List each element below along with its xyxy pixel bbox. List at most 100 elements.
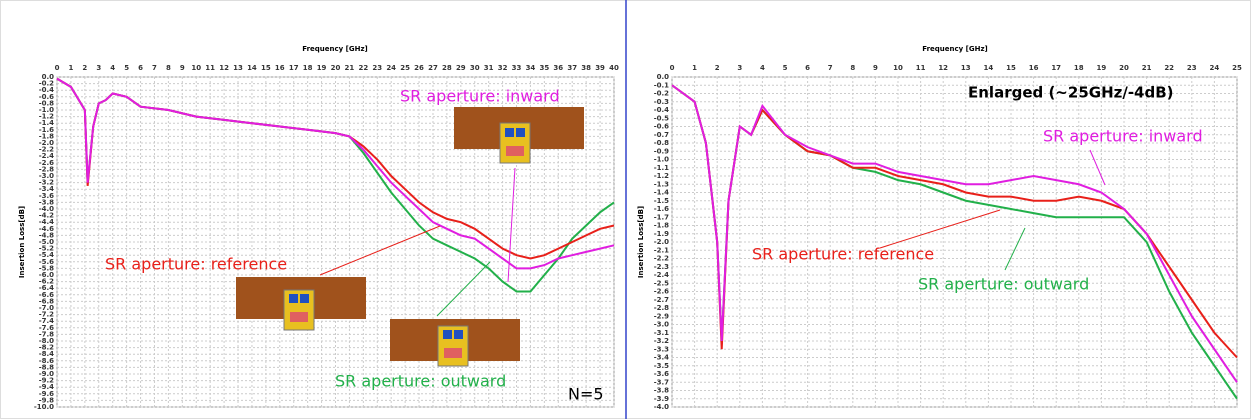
x-tick-label: 32 bbox=[498, 64, 508, 72]
y-tick-label: -1.5 bbox=[654, 197, 669, 205]
y-axis-label: Insertion Loss[dB] bbox=[18, 206, 26, 278]
y-tick-label: -2.0 bbox=[654, 238, 669, 246]
y-tick-label: -2.7 bbox=[654, 296, 669, 304]
x-tick-label: 0 bbox=[670, 64, 675, 72]
y-tick-label: -0.3 bbox=[654, 98, 669, 106]
x-tick-label: 25 bbox=[1232, 64, 1242, 72]
y-tick-label: -1.6 bbox=[654, 205, 669, 213]
x-tick-label: 33 bbox=[512, 64, 522, 72]
y-tick-label: -3.8 bbox=[654, 387, 669, 395]
y-tick-label: -3.6 bbox=[654, 370, 669, 378]
x-tick-label: 5 bbox=[124, 64, 129, 72]
x-tick-label: 39 bbox=[595, 64, 605, 72]
y-tick-label: -3.2 bbox=[654, 337, 669, 345]
y-tick-label: -2.9 bbox=[654, 312, 669, 320]
x-tick-label: 28 bbox=[442, 64, 452, 72]
x-tick-label: 3 bbox=[96, 64, 101, 72]
x-tick-label: 19 bbox=[317, 64, 327, 72]
series-label: SR aperture: reference bbox=[752, 245, 934, 264]
x-tick-label: 40 bbox=[609, 64, 619, 72]
x-axis-label: Frequency [GHz] bbox=[302, 45, 368, 53]
page: 0123456789101112131415161718192021222324… bbox=[0, 0, 1251, 419]
x-tick-label: 23 bbox=[1187, 64, 1197, 72]
x-tick-label: 17 bbox=[289, 64, 299, 72]
series-label: SR aperture: reference bbox=[105, 255, 287, 274]
x-tick-label: 2 bbox=[715, 64, 720, 72]
y-tick-label: -1.9 bbox=[654, 230, 669, 238]
x-tick-label: 11 bbox=[916, 64, 926, 72]
x-tick-label: 37 bbox=[567, 64, 577, 72]
x-tick-label: 36 bbox=[553, 64, 563, 72]
x-tick-label: 21 bbox=[345, 64, 355, 72]
x-axis-label: Frequency [GHz] bbox=[922, 45, 988, 53]
y-tick-label: -3.0 bbox=[654, 321, 669, 329]
x-tick-label: 16 bbox=[1029, 64, 1039, 72]
x-tick-label: 3 bbox=[737, 64, 742, 72]
x-tick-label: 1 bbox=[68, 64, 73, 72]
y-tick-label: -10.0 bbox=[34, 403, 54, 411]
y-tick-label: -2.2 bbox=[654, 255, 669, 263]
x-tick-label: 29 bbox=[456, 64, 466, 72]
x-tick-label: 7 bbox=[828, 64, 833, 72]
x-tick-label: 8 bbox=[166, 64, 171, 72]
x-tick-label: 15 bbox=[1006, 64, 1016, 72]
y-tick-label: -3.5 bbox=[654, 362, 669, 370]
x-tick-label: 24 bbox=[386, 64, 396, 72]
y-axis-label: Insertion Loss[dB] bbox=[637, 206, 645, 278]
x-tick-label: 20 bbox=[1119, 64, 1129, 72]
x-tick-label: 0 bbox=[55, 64, 60, 72]
y-tick-label: -3.1 bbox=[654, 329, 669, 337]
x-tick-label: 18 bbox=[303, 64, 313, 72]
series-label: SR aperture: outward bbox=[918, 275, 1089, 294]
x-tick-label: 8 bbox=[850, 64, 855, 72]
x-tick-label: 25 bbox=[400, 64, 410, 72]
y-tick-label: 0.0 bbox=[657, 73, 670, 81]
y-tick-label: -2.6 bbox=[654, 288, 669, 296]
x-tick-label: 30 bbox=[470, 64, 480, 72]
x-tick-label: 9 bbox=[873, 64, 878, 72]
y-tick-label: -0.2 bbox=[654, 90, 669, 98]
x-tick-label: 26 bbox=[414, 64, 424, 72]
y-tick-label: -2.3 bbox=[654, 263, 669, 271]
x-tick-label: 7 bbox=[152, 64, 157, 72]
x-tick-label: 9 bbox=[180, 64, 185, 72]
y-tick-label: -2.1 bbox=[654, 246, 669, 254]
x-tick-label: 1 bbox=[692, 64, 697, 72]
y-tick-label: -0.9 bbox=[654, 147, 669, 155]
y-tick-label: -1.8 bbox=[654, 222, 669, 230]
y-tick-label: -0.6 bbox=[654, 123, 669, 131]
x-tick-label: 22 bbox=[358, 64, 368, 72]
y-tick-label: -2.8 bbox=[654, 304, 669, 312]
x-tick-label: 27 bbox=[428, 64, 438, 72]
y-tick-label: -1.4 bbox=[654, 189, 669, 197]
y-tick-label: -0.7 bbox=[654, 131, 669, 139]
x-tick-label: 38 bbox=[581, 64, 591, 72]
x-tick-label: 12 bbox=[219, 64, 229, 72]
y-tick-label: -3.9 bbox=[654, 395, 669, 403]
y-tick-label: -2.5 bbox=[654, 279, 669, 287]
x-tick-label: 34 bbox=[526, 64, 536, 72]
x-tick-label: 23 bbox=[372, 64, 382, 72]
series-label: SR aperture: outward bbox=[335, 372, 506, 391]
x-tick-label: 5 bbox=[783, 64, 788, 72]
y-tick-label: -1.1 bbox=[654, 164, 669, 172]
y-tick-label: -3.7 bbox=[654, 378, 669, 386]
x-tick-label: 22 bbox=[1164, 64, 1174, 72]
x-tick-label: 18 bbox=[1074, 64, 1084, 72]
series-label: SR aperture: inward bbox=[400, 87, 560, 106]
x-tick-label: 19 bbox=[1097, 64, 1107, 72]
x-tick-label: 13 bbox=[233, 64, 243, 72]
y-tick-label: -0.1 bbox=[654, 81, 669, 89]
x-tick-label: 2 bbox=[82, 64, 87, 72]
y-tick-label: -1.2 bbox=[654, 172, 669, 180]
x-tick-label: 10 bbox=[191, 64, 201, 72]
x-tick-label: 11 bbox=[205, 64, 215, 72]
x-tick-label: 4 bbox=[110, 64, 115, 72]
y-tick-label: -1.7 bbox=[654, 213, 669, 221]
x-tick-label: 35 bbox=[540, 64, 550, 72]
figure: 0123456789101112131415161718192021222324… bbox=[0, 0, 1251, 419]
x-tick-label: 20 bbox=[331, 64, 341, 72]
x-tick-label: 16 bbox=[275, 64, 285, 72]
x-tick-label: 14 bbox=[984, 64, 994, 72]
y-tick-label: -0.8 bbox=[654, 139, 669, 147]
